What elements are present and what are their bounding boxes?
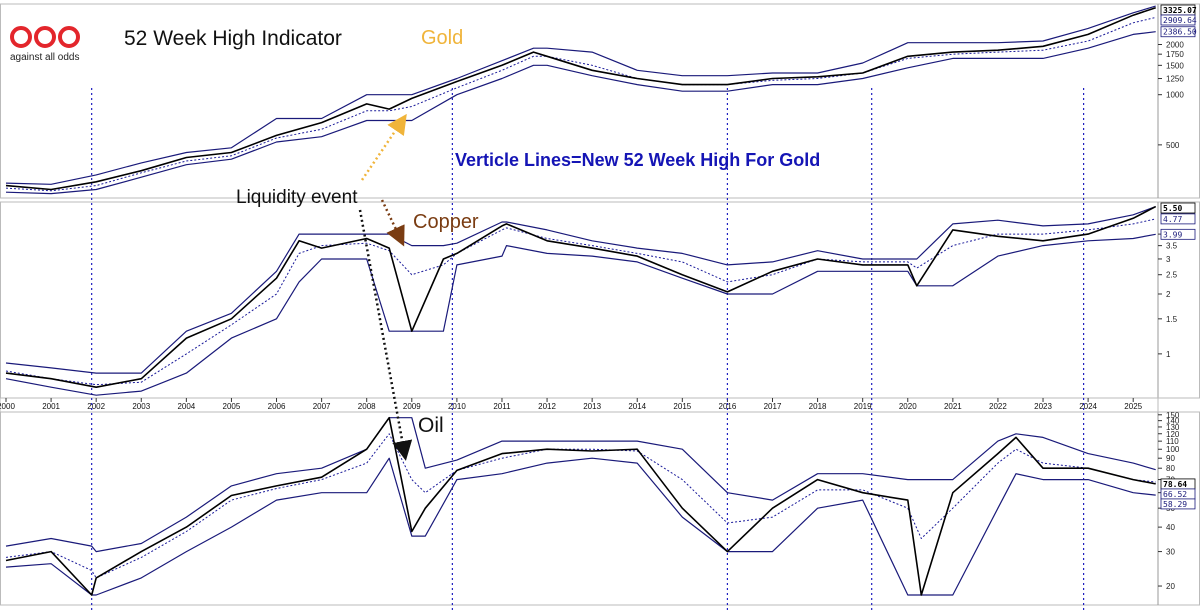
gold-value-label: 2909.64 (1163, 16, 1197, 25)
year-tick-label: 2017 (764, 402, 782, 411)
copper-value-badge (1160, 202, 1196, 214)
year-tick-label: 2000 (0, 402, 15, 411)
oil-arrow (358, 209, 413, 461)
gold-label: Gold (421, 27, 464, 49)
y-tick-label: 110 (1166, 437, 1179, 446)
year-tick-label: 2024 (1079, 402, 1097, 411)
gold-arrow (360, 113, 407, 181)
year-tick-label: 2018 (809, 402, 827, 411)
gold-value-badge (1160, 26, 1196, 38)
year-tick-label: 2016 (719, 402, 737, 411)
year-tick-label: 2025 (1124, 402, 1142, 411)
copper-price-line (5, 205, 1157, 389)
year-tick-label: 2010 (448, 402, 466, 411)
gold-value-badge (1160, 14, 1196, 26)
oil-value-label: 58.29 (1163, 500, 1187, 509)
year-tick-label: 2022 (989, 402, 1007, 411)
year-tick-label: 2005 (223, 402, 241, 411)
y-tick-label: 150 (1166, 411, 1180, 420)
y-tick-label: 500 (1166, 141, 1180, 150)
chart-title: 52 Week High Indicator (124, 27, 342, 50)
liquidity-event-label: Liquidity event (236, 187, 358, 208)
year-tick-label: 2004 (177, 402, 195, 411)
logo-dot-icon (10, 26, 32, 48)
panel-frame (0, 201, 1200, 399)
y-tick-label: 1750 (1166, 50, 1184, 59)
y-tick-label: 1250 (1166, 75, 1184, 84)
year-tick-label: 2001 (42, 402, 60, 411)
year-tick-label: 2023 (1034, 402, 1052, 411)
logo-dot-icon (34, 26, 56, 48)
oil-52w-low-band (5, 457, 1156, 596)
copper-52w-high-band (5, 206, 1156, 374)
y-tick-label: 1500 (1166, 61, 1184, 70)
y-tick-label: 20 (1166, 582, 1175, 591)
year-tick-label: 2020 (899, 402, 917, 411)
aao-logo: against all odds (10, 26, 90, 71)
year-tick-label: 2021 (944, 402, 962, 411)
oil-value-label: 66.52 (1163, 490, 1187, 499)
oil-midline (5, 433, 1156, 579)
y-tick-label: 2000 (1166, 41, 1184, 50)
year-tick-label: 2012 (538, 402, 556, 411)
year-tick-label: 2007 (313, 402, 331, 411)
logo-marks (10, 26, 90, 48)
gold-price-line (5, 6, 1156, 191)
oil-label: Oil (418, 414, 444, 437)
year-tick-label: 2015 (673, 402, 691, 411)
year-tick-label: 2014 (628, 402, 646, 411)
copper-value-label: 5.50 (1163, 204, 1182, 213)
year-tick-label: 2006 (268, 402, 286, 411)
copper-value-label: 4.77 (1163, 215, 1182, 224)
oil-price-line (5, 416, 1156, 596)
year-tick-label: 2002 (87, 402, 105, 411)
year-tick-label: 2009 (403, 402, 421, 411)
copper-midline (5, 218, 1156, 386)
copper-value-label: 3.99 (1163, 230, 1182, 239)
oil-value-badge (1160, 498, 1196, 510)
year-tick-label: 2003 (132, 402, 150, 411)
y-tick-label: 1.5 (1166, 315, 1178, 324)
gold-value-label: 2386.50 (1163, 28, 1197, 37)
copper-52w-low-band (5, 233, 1156, 396)
y-tick-label: 90 (1166, 454, 1175, 463)
gold-value-label: 3325.07 (1163, 6, 1197, 15)
y-tick-label: 2 (1166, 290, 1171, 299)
year-tick-label: 2013 (583, 402, 601, 411)
y-tick-label: 130 (1166, 423, 1180, 432)
y-tick-label: 140 (1166, 417, 1180, 426)
year-axis (0, 397, 1159, 413)
y-tick-label: 120 (1166, 430, 1180, 439)
y-tick-label: 1 (1166, 350, 1171, 359)
logo-text: against all odds (10, 52, 80, 63)
oil-52w-high-band (5, 417, 1156, 553)
y-tick-label: 1000 (1166, 91, 1184, 100)
y-tick-label: 3.5 (1166, 242, 1178, 251)
y-tick-label: 80 (1166, 464, 1175, 473)
vertical-lines-note: Verticle Lines=New 52 Week High For Gold (455, 150, 821, 170)
copper-label: Copper (413, 211, 479, 233)
year-tick-label: 2019 (854, 402, 872, 411)
copper-value-badge (1160, 213, 1196, 225)
y-tick-label: 30 (1166, 548, 1175, 557)
gold-52w-low-band (5, 31, 1156, 195)
copper-value-badge (1160, 228, 1196, 240)
year-tick-label: 2011 (493, 402, 511, 411)
y-tick-label: 2.5 (1166, 271, 1178, 280)
y-tick-label: 3 (1166, 255, 1171, 264)
oil-value-label: 78.64 (1163, 480, 1187, 489)
gold-52w-high-band (5, 5, 1156, 185)
y-tick-label: 40 (1166, 523, 1175, 532)
logo-dot-icon (58, 26, 80, 48)
y-tick-label: 100 (1166, 445, 1180, 454)
year-tick-label: 2008 (358, 402, 376, 411)
